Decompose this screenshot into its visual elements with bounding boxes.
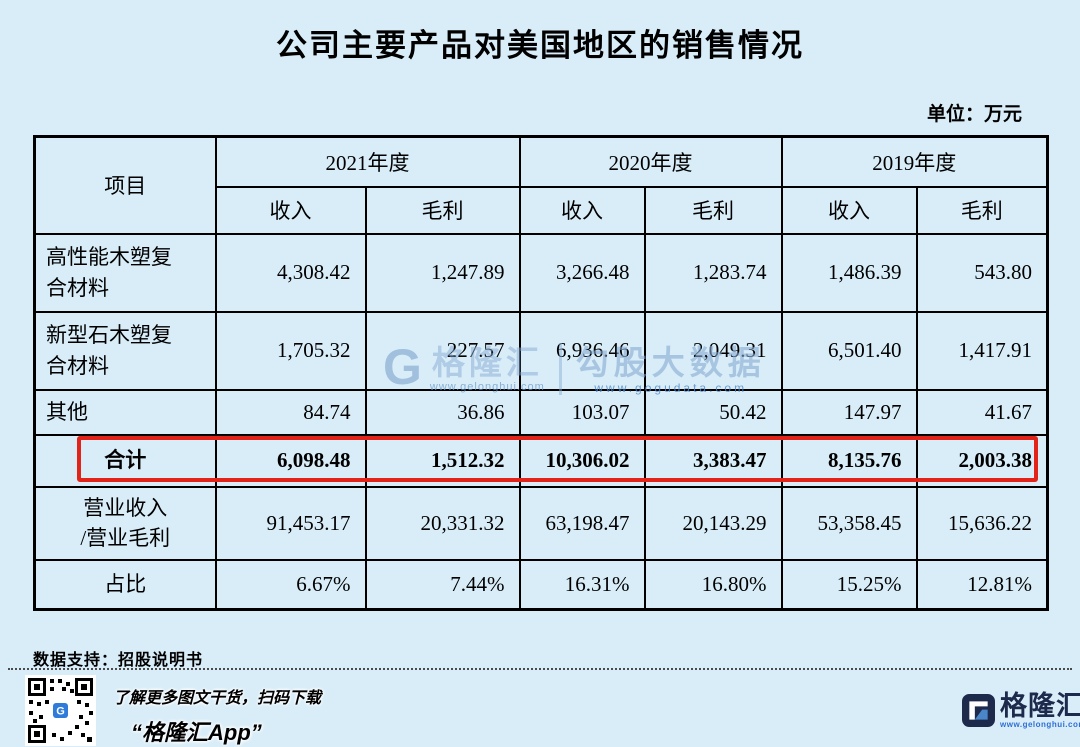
header-gross-2019: 毛利 <box>915 185 1049 235</box>
value-cell: 1,486.39 <box>780 232 918 313</box>
header-income-2021: 收入 <box>214 185 367 235</box>
row-name-cell: 高性能木塑复 合材料 <box>33 232 217 313</box>
row-name-cell: 占比 <box>33 558 217 611</box>
header-gross-2020: 毛利 <box>643 185 783 235</box>
value-cell: 91,453.17 <box>214 485 367 561</box>
table-row: 营业收入 /营业毛利 91,453.17 20,331.32 63,198.47… <box>33 485 1049 561</box>
value-cell: 1,705.32 <box>214 310 367 391</box>
brand-name: 格隆汇 <box>1000 691 1080 721</box>
value-cell: 8,135.76 <box>780 433 918 488</box>
table-header-years: 项目 2021年度 2020年度 2019年度 <box>33 135 1049 235</box>
gelonghui-logo-icon <box>962 694 995 727</box>
brand-url: www.gelonghui.com <box>1000 720 1080 729</box>
row-name-cell: 合计 <box>33 433 217 488</box>
dotted-divider <box>8 668 1072 670</box>
qr-code: G <box>25 675 96 746</box>
value-cell: 6,098.48 <box>214 433 367 488</box>
value-cell: 50.42 <box>643 388 783 436</box>
unit-label: 单位：万元 <box>926 104 1022 125</box>
header-item: 项目 <box>33 135 217 235</box>
value-cell: 1,247.89 <box>364 232 521 313</box>
value-cell: 2,049.31 <box>643 310 783 391</box>
value-cell: 6,501.40 <box>780 310 918 391</box>
row-name-cell: 新型石木塑复 合材料 <box>33 310 217 391</box>
data-source-note: 数据支持：招股说明书 <box>33 652 204 669</box>
table-row: 高性能木塑复 合材料 4,308.42 1,247.89 3,266.48 1,… <box>33 232 1049 313</box>
value-cell: 16.31% <box>518 558 646 611</box>
svg-text:G: G <box>56 706 65 718</box>
page-title: 公司主要产品对美国地区的销售情况 <box>276 28 804 63</box>
sales-table: 项目 2021年度 2020年度 2019年度 收入 毛利 收入 毛利 收入 毛… <box>33 135 1049 611</box>
header-income-2020: 收入 <box>518 185 646 235</box>
row-name-cell: 营业收入 /营业毛利 <box>33 485 217 561</box>
promo-text: 了解更多图文干货，扫码下载 <box>113 690 322 707</box>
value-cell: 103.07 <box>518 388 646 436</box>
table-row-total: 合计 6,098.48 1,512.32 10,306.02 3,383.47 … <box>33 433 1049 488</box>
promo-app-name: “格隆汇App” <box>131 720 262 745</box>
table-header-subcols: 收入 毛利 收入 毛利 收入 毛利 <box>35 185 1049 235</box>
table-row: 占比 6.67% 7.44% 16.31% 16.80% 15.25% 12.8… <box>33 558 1049 611</box>
value-cell: 63,198.47 <box>518 485 646 561</box>
header-year-2021: 2021年度 <box>214 135 521 188</box>
value-cell: 20,143.29 <box>643 485 783 561</box>
value-cell: 147.97 <box>780 388 918 436</box>
header-year-2020: 2020年度 <box>518 135 783 188</box>
value-cell: 10,306.02 <box>518 433 646 488</box>
value-cell: 227.57 <box>364 310 521 391</box>
header-gross-2021: 毛利 <box>364 185 521 235</box>
table-row: 新型石木塑复 合材料 1,705.32 227.57 6,936.46 2,04… <box>33 310 1049 391</box>
value-cell: 16.80% <box>643 558 783 611</box>
value-cell: 53,358.45 <box>780 485 918 561</box>
value-cell: 84.74 <box>214 388 367 436</box>
value-cell: 7.44% <box>364 558 521 611</box>
app-promo: 了解更多图文干货，扫码下载 “格隆汇App” <box>113 684 321 747</box>
row-name-cell: 其他 <box>33 388 217 436</box>
value-cell: 3,383.47 <box>643 433 783 488</box>
table-row: 其他 84.74 36.86 103.07 50.42 147.97 41.67 <box>33 388 1049 436</box>
value-cell: 36.86 <box>364 388 521 436</box>
value-cell: 543.80 <box>915 232 1049 313</box>
value-cell: 1,417.91 <box>915 310 1049 391</box>
brand-footer: 格隆汇 www.gelonghui.com <box>962 692 1080 729</box>
value-cell: 15.25% <box>780 558 918 611</box>
value-cell: 41.67 <box>915 388 1049 436</box>
value-cell: 15,636.22 <box>915 485 1049 561</box>
value-cell: 1,512.32 <box>364 433 521 488</box>
value-cell: 12.81% <box>915 558 1049 611</box>
value-cell: 6.67% <box>214 558 367 611</box>
value-cell: 4,308.42 <box>214 232 367 313</box>
value-cell: 3,266.48 <box>518 232 646 313</box>
header-year-2019: 2019年度 <box>780 135 1049 188</box>
value-cell: 2,003.38 <box>915 433 1049 488</box>
value-cell: 6,936.46 <box>518 310 646 391</box>
header-income-2019: 收入 <box>780 185 918 235</box>
value-cell: 20,331.32 <box>364 485 521 561</box>
value-cell: 1,283.74 <box>643 232 783 313</box>
